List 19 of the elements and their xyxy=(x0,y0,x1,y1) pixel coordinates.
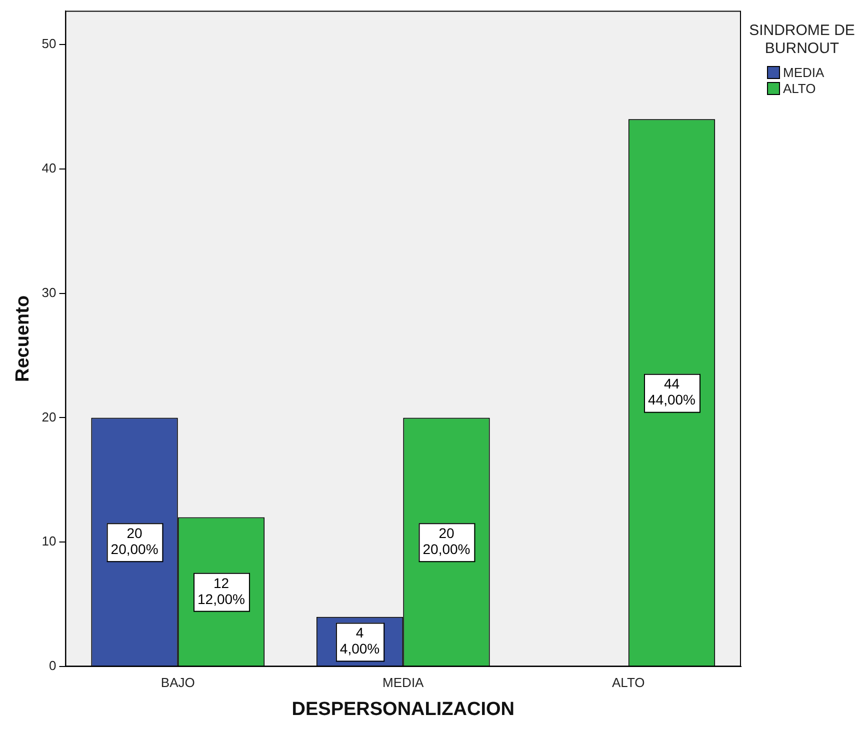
x-axis-title: DESPERSONALIZACION xyxy=(292,698,515,720)
y-tick-label: 30 xyxy=(42,284,56,300)
data-label: 4 4,00% xyxy=(340,624,380,657)
data-label: 12 12,00% xyxy=(198,574,245,607)
legend-label: MEDIA xyxy=(783,64,824,80)
legend-label: ALTO xyxy=(783,80,816,96)
data-label: 20 20,00% xyxy=(422,525,470,558)
y-axis-title: Recuento xyxy=(12,295,34,382)
x-tick-label: BAJO xyxy=(160,674,195,690)
x-tick-label: MEDIA xyxy=(382,674,424,690)
y-tick-label: 10 xyxy=(42,534,56,549)
y-tick-label: 0 xyxy=(49,658,56,674)
y-tick-label: 50 xyxy=(42,36,56,51)
data-label: 20 20,00% xyxy=(110,525,158,558)
legend-title: SINDROME DE BURNOUT xyxy=(748,22,856,58)
y-tick-label: 40 xyxy=(42,160,56,176)
data-label: 44 44,00% xyxy=(648,376,696,408)
y-tick-label: 20 xyxy=(42,409,56,424)
x-tick-label: ALTO xyxy=(612,674,645,690)
